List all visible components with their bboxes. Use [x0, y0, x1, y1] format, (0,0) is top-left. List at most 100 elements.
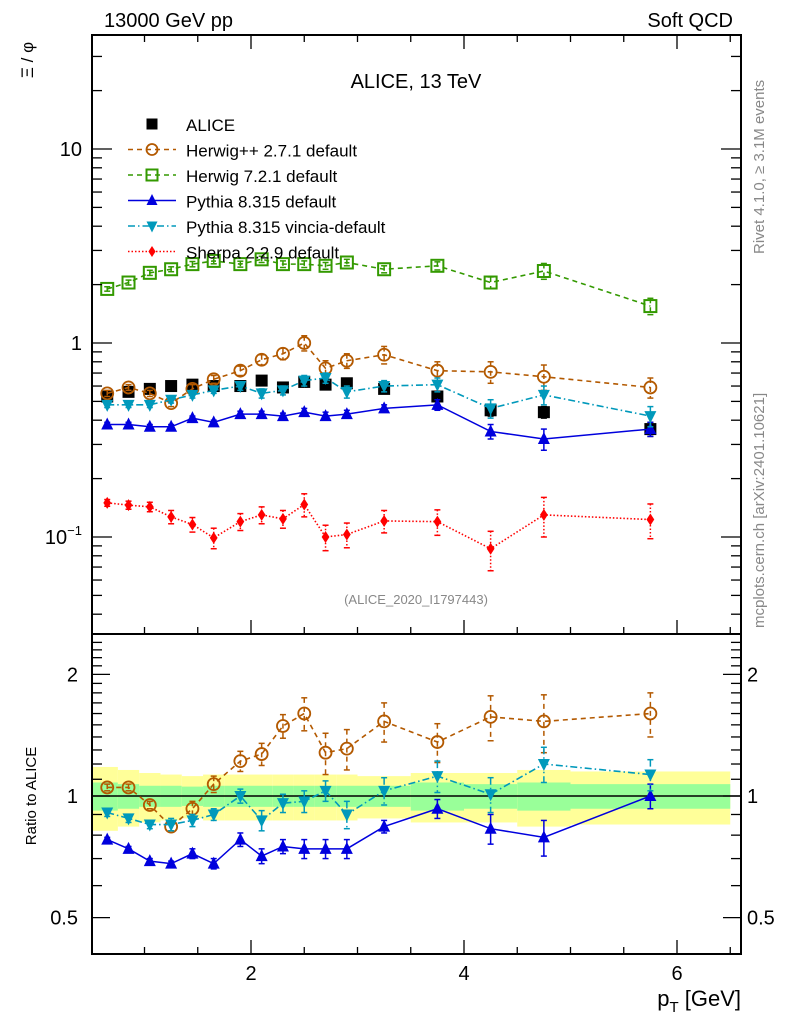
marker-open-circle: [206, 777, 221, 792]
marker-open-circle: [318, 745, 333, 760]
marker-triangle-up: [186, 411, 199, 424]
marker-square: [146, 118, 158, 130]
y-tick-label: 1: [71, 333, 82, 355]
marker-open-circle: [276, 719, 290, 733]
marker-triangle-up: [298, 405, 311, 418]
marker-square: [255, 374, 268, 387]
ratio-y-tick-label-right: 1: [747, 786, 758, 808]
x-tick-label: 6: [671, 963, 682, 985]
main-title: ALICE, 13 TeV: [351, 71, 482, 93]
x-tick-label: 4: [458, 963, 469, 985]
marker-triangle-up: [186, 846, 199, 859]
analysis-id: (ALICE_2020_I1797443): [344, 592, 488, 607]
marker-square: [165, 380, 178, 393]
marker-triangle-down: [207, 385, 220, 398]
marker-triangle-down: [537, 759, 550, 772]
marker-triangle-down: [165, 819, 178, 832]
marker-diamond: [145, 500, 154, 513]
marker-diamond: [321, 531, 330, 543]
marker-open-square: [233, 257, 248, 272]
marker-triangle-up: [255, 407, 268, 420]
legend-label: Pythia 8.315 vincia-default: [186, 218, 386, 237]
series-pythia-8-315-vincia-default: [101, 372, 657, 428]
marker-triangle-down: [484, 403, 497, 416]
marker-open-circle: [430, 735, 445, 749]
legend-label: Sherpa 2.2.9 default: [186, 244, 339, 263]
series-pythia-8-315-default: [101, 783, 657, 870]
series-pythia-8-315-default: [101, 397, 657, 452]
marker-open-square: [275, 257, 290, 272]
marker-diamond: [148, 246, 156, 257]
marker-triangle-down: [484, 789, 497, 802]
marker-triangle-up: [319, 409, 332, 422]
marker-open-square: [206, 253, 221, 268]
marker-triangle-up: [644, 422, 657, 435]
marker-open-square: [185, 257, 200, 272]
marker-triangle-down: [378, 785, 391, 798]
ratio-y-tick-label-left: 0.5: [50, 908, 78, 930]
marker-open-circle: [233, 754, 248, 769]
marker-open-circle: [121, 380, 136, 395]
ratio-frame: [91, 633, 742, 955]
mcplots-label: mcplots.cern.ch [arXiv:2401.10621]: [751, 393, 768, 628]
marker-triangle-up: [234, 832, 247, 845]
marker-triangle-down: [255, 388, 268, 401]
marker-diamond: [124, 499, 133, 512]
marker-open-circle: [377, 714, 392, 729]
marker-triangle-down: [255, 815, 268, 828]
marker-open-circle: [145, 143, 159, 156]
legend-label: Pythia 8.315 default: [186, 193, 337, 212]
y-tick-label: 10−1: [45, 523, 82, 549]
marker-diamond: [167, 510, 176, 523]
marker-triangle-down: [378, 381, 391, 394]
series-line: [107, 341, 651, 405]
marker-square: [537, 406, 550, 419]
marker-open-square: [536, 264, 551, 279]
marker-open-circle: [643, 706, 658, 721]
marker-diamond: [236, 515, 245, 528]
marker-triangle-up: [537, 830, 550, 843]
marker-open-circle: [100, 780, 115, 795]
marker-triangle-up: [234, 407, 247, 420]
ratio-y-tick-label-left: 1: [67, 786, 78, 808]
marker-open-circle: [339, 353, 354, 368]
marker-open-square: [643, 299, 658, 314]
marker-triangle-up: [122, 417, 135, 430]
marker-open-circle: [483, 364, 498, 379]
marker-triangle-down: [537, 389, 550, 402]
marker-square: [122, 385, 135, 398]
marker-diamond: [209, 531, 218, 544]
marker-triangle-down: [298, 796, 311, 809]
marker-triangle-up: [165, 856, 178, 869]
ratio-y-tick-label-right: 2: [747, 664, 758, 686]
legend-entry: Pythia 8.315 default: [128, 193, 337, 212]
series-sherpa-2-2-9-default: [103, 493, 655, 572]
legend-entry: Sherpa 2.2.9 default: [128, 244, 339, 263]
marker-triangle-down: [186, 389, 199, 402]
marker-triangle-up: [484, 821, 497, 834]
marker-triangle-down: [234, 381, 247, 394]
rivet-label: Rivet 4.1.0, ≥ 3.1M events: [751, 80, 768, 254]
x-tick-label: 2: [245, 963, 256, 985]
marker-triangle-down: [234, 791, 247, 803]
marker-triangle-up: [146, 194, 158, 205]
marker-open-circle: [254, 352, 269, 367]
marker-open-circle: [100, 386, 115, 401]
marker-open-circle: [142, 798, 157, 812]
marker-triangle-down: [186, 815, 199, 828]
marker-triangle-up: [101, 417, 114, 430]
marker-triangle-down: [207, 809, 220, 822]
marker-triangle-up: [207, 856, 220, 869]
marker-triangle-up: [644, 789, 657, 801]
series-line: [107, 502, 651, 550]
marker-open-square: [164, 262, 179, 277]
marker-triangle-up: [298, 841, 311, 854]
marker-diamond: [486, 542, 495, 555]
marker-triangle-up: [340, 407, 353, 420]
ratio-y-tick-label-right: 0.5: [747, 908, 775, 930]
series-line: [107, 763, 651, 826]
marker-triangle-up: [378, 819, 391, 832]
marker-triangle-up: [431, 397, 444, 410]
marker-open-square: [100, 281, 115, 296]
